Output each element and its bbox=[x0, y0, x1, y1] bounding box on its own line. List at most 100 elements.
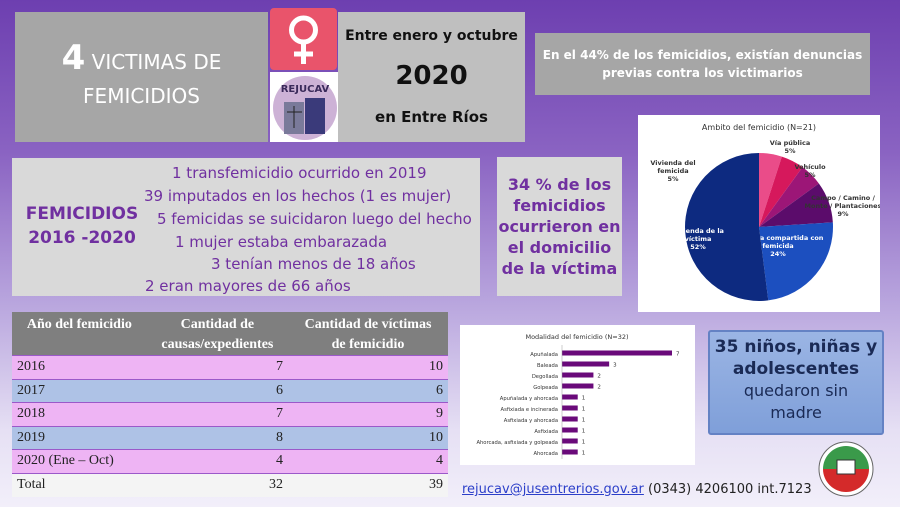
cell-year: 2019 bbox=[12, 425, 147, 450]
pie-title: Ambito del femicidio (N=21) bbox=[702, 123, 816, 132]
bar bbox=[562, 405, 578, 411]
table-row: Total 32 39 bbox=[12, 472, 448, 497]
cell-year: 2016 bbox=[12, 355, 147, 379]
cell-victims: 4 bbox=[288, 449, 448, 473]
bar-value-label: 2 bbox=[597, 374, 601, 380]
cell-year: Total bbox=[12, 472, 147, 497]
pie-label: Vivienda del femicida 5% bbox=[650, 159, 695, 183]
pie-slice bbox=[759, 156, 803, 227]
femicide-table: Año del femicidio Cantidad de causas/expe… bbox=[12, 312, 448, 497]
cell-victims: 9 bbox=[288, 402, 448, 426]
pie-slice bbox=[685, 153, 769, 301]
bar-value-label: 1 bbox=[582, 407, 586, 413]
bar-value-label: 1 bbox=[582, 451, 586, 457]
table-header: Año del femicidio Cantidad de causas/expe… bbox=[12, 312, 448, 356]
pie-slice bbox=[759, 222, 833, 301]
period-box: Entre enero y octubre 2020 en Entre Ríos bbox=[338, 12, 525, 142]
bar-value-label: 7 bbox=[676, 352, 680, 358]
complaints-line2: previas contra los victimarios bbox=[602, 66, 803, 80]
victims-label: VICTIMAS DE bbox=[91, 50, 222, 74]
bar bbox=[562, 394, 578, 400]
bar-category-label: Golpeada bbox=[533, 385, 558, 391]
table-row: 2018 7 9 bbox=[12, 402, 448, 426]
bar bbox=[562, 372, 594, 378]
bar bbox=[562, 383, 594, 389]
pie-slice bbox=[759, 153, 782, 227]
pie-slice bbox=[759, 167, 819, 227]
bar-value-label: 2 bbox=[597, 385, 601, 391]
children-note: 35 niños, niñas y adolescentes quedaron … bbox=[708, 330, 884, 435]
cell-year: 2020 (Ene – Oct) bbox=[12, 449, 147, 473]
bar-category-label: Apuñalada y ahorcada bbox=[500, 396, 558, 402]
bar-category-label: Asfixiada bbox=[534, 429, 558, 435]
table-row: 2017 6 6 bbox=[12, 378, 448, 403]
bar-category-label: Asfixiada y ahorcada bbox=[504, 418, 558, 424]
fact: 3 tenían menos de 18 años bbox=[211, 255, 416, 273]
bar bbox=[562, 438, 578, 444]
bar-category-label: Ahorcada bbox=[533, 451, 558, 457]
victims-label-2: FEMICIDIOS bbox=[83, 84, 200, 108]
bar-chart-modalidad: Modalidad del femicidio (N=32) Apuñalada… bbox=[460, 325, 695, 465]
complaints-line1: En el 44% de los femicidios, existían de… bbox=[542, 48, 863, 62]
femicidios-facts-box: FEMICIDIOS 2016 -2020 1 transfemicidio oc… bbox=[12, 158, 480, 296]
pie-slice bbox=[759, 183, 833, 227]
table-row: 2019 8 10 bbox=[12, 425, 448, 450]
cell-year: 2017 bbox=[12, 378, 147, 403]
fact: 1 transfemicidio ocurrido en 2019 bbox=[172, 164, 427, 182]
col-cases: Cantidad de causas/expedientes bbox=[146, 312, 289, 356]
cell-cases: 4 bbox=[146, 449, 289, 473]
victims-number: 4 bbox=[61, 38, 86, 78]
cell-cases: 32 bbox=[146, 472, 289, 497]
femicidios-title: FEMICIDIOS 2016 -2020 bbox=[25, 204, 139, 248]
bar-category-label: Degollada bbox=[532, 374, 558, 380]
fact: 2 eran mayores de 66 años bbox=[145, 277, 351, 295]
period-location: en Entre Ríos bbox=[375, 107, 488, 126]
cell-victims: 39 bbox=[288, 472, 448, 497]
period-line1: Entre enero y octubre bbox=[345, 28, 518, 45]
pie-label: Vivienda de la víctima 52% bbox=[672, 227, 724, 251]
cell-cases: 6 bbox=[146, 378, 289, 403]
cell-cases: 8 bbox=[146, 425, 289, 450]
bar bbox=[562, 416, 578, 422]
svg-text:REJUCAV: REJUCAV bbox=[281, 84, 330, 95]
pie-label: Campo / Camino / Monte / Plantaciones 9% bbox=[805, 194, 880, 218]
bar bbox=[562, 350, 672, 356]
contact-line: rejucav@jusentrerios.gov.ar (0343) 42061… bbox=[462, 482, 812, 497]
cell-victims: 10 bbox=[288, 355, 448, 379]
home-note: 34 % de los femicidios ocurrieron en el dom… bbox=[497, 157, 622, 296]
col-victims: Cantidad de víctimas de femicidio bbox=[288, 312, 448, 356]
venus-symbol-icon bbox=[270, 8, 337, 70]
pie-label: Vehículo 5% bbox=[794, 163, 826, 179]
bar bbox=[562, 427, 578, 433]
bar-value-label: 1 bbox=[582, 418, 586, 424]
phone: (0343) 4206100 int.7123 bbox=[648, 482, 812, 497]
bar-category-label: Asfixiada e incinerada bbox=[501, 407, 558, 413]
poder-judicial-seal-icon bbox=[816, 440, 876, 498]
bar bbox=[562, 449, 578, 455]
bar-value-label: 3 bbox=[613, 363, 617, 369]
cell-cases: 7 bbox=[146, 355, 289, 379]
bar-value-label: 1 bbox=[582, 396, 586, 402]
bar-category-label: Apuñalada bbox=[530, 352, 558, 358]
bar-category-label: Ahorcada, asfixiada y golpeada bbox=[476, 440, 558, 446]
cell-cases: 7 bbox=[146, 402, 289, 426]
cell-victims: 6 bbox=[288, 378, 448, 403]
pie-label: Vivienda compartida con femicida 24% bbox=[733, 234, 824, 258]
cell-victims: 10 bbox=[288, 425, 448, 450]
complaints-note: En el 44% de los femicidios, existían de… bbox=[535, 33, 870, 95]
col-year: Año del femicidio bbox=[12, 312, 147, 356]
bar-value-label: 1 bbox=[582, 429, 586, 435]
fact: 1 mujer estaba embarazada bbox=[175, 233, 388, 251]
table-row: 2020 (Ene – Oct) 4 4 bbox=[12, 449, 448, 473]
rejucav-logo: REJUCAV bbox=[270, 72, 340, 142]
bar-value-label: 1 bbox=[582, 440, 586, 446]
fact: 5 femicidas se suicidaron luego del hech… bbox=[157, 210, 472, 228]
table-row: 2016 7 10 bbox=[12, 355, 448, 379]
cell-year: 2018 bbox=[12, 402, 147, 426]
bar bbox=[562, 361, 610, 367]
pie-label: Vía pública 5% bbox=[770, 139, 811, 155]
pie-chart-ambito: Ambito del femicidio (N=21) Vivienda del… bbox=[638, 115, 882, 312]
email-link[interactable]: rejucav@jusentrerios.gov.ar bbox=[462, 482, 644, 497]
victims-count-box: 4 VICTIMAS DE FEMICIDIOS bbox=[15, 12, 268, 142]
fact: 39 imputados en los hechos (1 es mujer) bbox=[144, 187, 452, 205]
